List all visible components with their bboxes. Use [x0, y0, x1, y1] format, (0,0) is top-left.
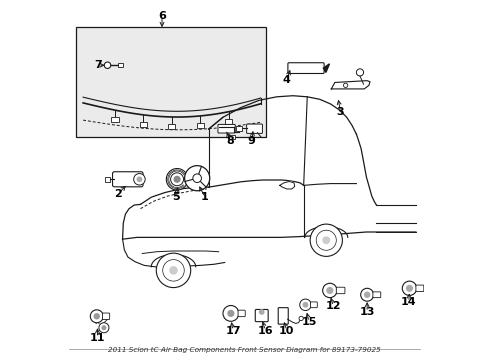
Text: 15: 15 — [301, 317, 316, 327]
Text: 3: 3 — [336, 107, 344, 117]
Circle shape — [356, 69, 363, 76]
Polygon shape — [279, 181, 294, 189]
Text: 1: 1 — [201, 192, 208, 202]
Text: 6: 6 — [158, 11, 165, 21]
Text: 5: 5 — [172, 192, 180, 202]
Circle shape — [99, 323, 109, 333]
FancyBboxPatch shape — [336, 287, 344, 294]
FancyBboxPatch shape — [372, 292, 380, 298]
Polygon shape — [330, 81, 369, 89]
Circle shape — [223, 306, 238, 321]
FancyBboxPatch shape — [255, 310, 267, 321]
Circle shape — [343, 83, 347, 87]
Circle shape — [90, 310, 103, 323]
Circle shape — [156, 253, 190, 288]
Circle shape — [363, 292, 369, 298]
Text: 8: 8 — [226, 136, 234, 146]
Circle shape — [101, 325, 106, 330]
Circle shape — [136, 176, 142, 182]
Bar — [224, 118, 232, 123]
Bar — [228, 135, 234, 139]
Circle shape — [323, 237, 329, 243]
FancyBboxPatch shape — [246, 124, 262, 134]
Bar — [76, 27, 265, 137]
Bar — [235, 126, 242, 131]
Circle shape — [133, 174, 145, 185]
Text: 11: 11 — [89, 333, 105, 343]
Circle shape — [322, 283, 336, 298]
Text: 2: 2 — [114, 189, 122, 199]
Circle shape — [227, 310, 234, 317]
Bar — [117, 63, 123, 67]
Circle shape — [184, 166, 209, 191]
Circle shape — [405, 285, 412, 292]
Circle shape — [258, 309, 264, 315]
FancyBboxPatch shape — [112, 172, 142, 187]
Bar — [168, 124, 175, 129]
Text: 7: 7 — [94, 60, 102, 70]
Bar — [140, 122, 147, 127]
Text: 13: 13 — [359, 307, 374, 317]
Circle shape — [174, 176, 180, 182]
Circle shape — [360, 288, 373, 301]
FancyBboxPatch shape — [287, 63, 324, 73]
Circle shape — [298, 316, 303, 320]
Text: 2011 Scion tC Air Bag Components Front Sensor Diagram for 89173-79025: 2011 Scion tC Air Bag Components Front S… — [108, 347, 380, 353]
Text: 16: 16 — [257, 325, 273, 336]
Text: 10: 10 — [279, 325, 294, 336]
Circle shape — [104, 62, 110, 68]
Circle shape — [402, 281, 416, 296]
Text: 17: 17 — [225, 325, 240, 336]
Bar — [196, 123, 203, 128]
Polygon shape — [323, 64, 329, 72]
FancyBboxPatch shape — [218, 125, 235, 133]
Bar — [111, 117, 119, 122]
Circle shape — [302, 302, 308, 308]
Text: 12: 12 — [325, 301, 341, 311]
Circle shape — [325, 287, 333, 294]
FancyBboxPatch shape — [238, 310, 244, 317]
Circle shape — [166, 168, 187, 190]
Circle shape — [169, 267, 177, 274]
Circle shape — [93, 313, 100, 319]
Text: 4: 4 — [282, 75, 290, 85]
FancyBboxPatch shape — [415, 285, 423, 292]
Text: 9: 9 — [247, 136, 255, 146]
FancyBboxPatch shape — [310, 302, 317, 308]
Circle shape — [299, 299, 310, 311]
Bar — [104, 177, 110, 182]
FancyBboxPatch shape — [278, 308, 287, 324]
FancyBboxPatch shape — [102, 313, 109, 319]
Circle shape — [309, 224, 342, 256]
Text: 14: 14 — [400, 297, 416, 307]
Circle shape — [192, 174, 201, 183]
